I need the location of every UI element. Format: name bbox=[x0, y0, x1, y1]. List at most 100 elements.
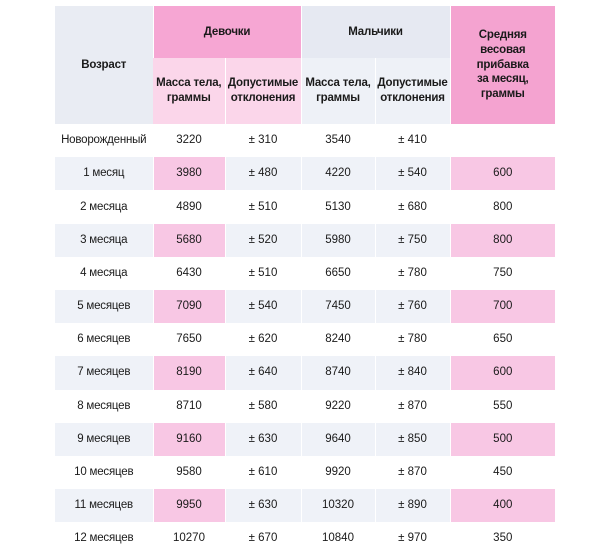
girls-mass-cell: 3980 bbox=[152, 157, 225, 191]
age-cell: 7 месяцев bbox=[55, 356, 153, 390]
girls-mass-header: Масса тела, граммы bbox=[153, 58, 225, 124]
girls-deviation-cell: ± 580 bbox=[224, 389, 301, 423]
girls-mass-cell: 4890 bbox=[152, 190, 225, 224]
header-line: Масса тела, bbox=[156, 77, 222, 90]
boys-mass-cell: 5980 bbox=[300, 223, 375, 257]
avg-gain-cell: 500 bbox=[449, 422, 556, 456]
girls-mass-cell: 8190 bbox=[152, 356, 225, 390]
infant-weight-table: Возраст Девочки Мальчики Средняя весовая… bbox=[55, 6, 556, 556]
table-row: 7 месяцев 8190 ± 640 8740 ± 840 600 bbox=[55, 356, 556, 390]
girls-mass-cell: 5680 bbox=[152, 223, 225, 257]
boys-deviation-cell: ± 780 bbox=[374, 256, 451, 290]
girls-deviation-header: Допустимые отклонения bbox=[224, 58, 301, 124]
boys-mass-cell: 4220 bbox=[300, 157, 375, 191]
avg-gain-cell: 350 bbox=[449, 522, 556, 556]
boys-mass-cell: 10840 bbox=[300, 522, 375, 556]
avg-gain-cell: 750 bbox=[449, 256, 556, 290]
girls-mass-cell: 7090 bbox=[152, 289, 225, 324]
table-row: 10 месяцев 9580 ± 610 9920 ± 870 450 bbox=[55, 455, 556, 490]
table-header-row: Возраст Девочки Мальчики Средняя весовая… bbox=[55, 6, 556, 124]
avg-gain-cell: 650 bbox=[449, 323, 556, 357]
age-cell: 2 месяца bbox=[80, 200, 128, 213]
boys-deviation-header: Допустимые отклонения bbox=[374, 58, 451, 124]
girls-mass-cell: 6430 bbox=[152, 256, 225, 290]
boys-deviation-cell: ± 780 bbox=[374, 323, 451, 357]
age-cell: 12 месяцев bbox=[74, 532, 134, 545]
avg-gain-header-line: граммы bbox=[480, 88, 525, 101]
girls-deviation-cell: ± 520 bbox=[224, 223, 301, 257]
boys-deviation-cell: ± 760 bbox=[374, 289, 451, 324]
avg-gain-header-line: Средняя весовая bbox=[478, 28, 527, 56]
boys-deviation-cell: ± 750 bbox=[374, 223, 451, 257]
header-line: отклонения bbox=[380, 92, 445, 104]
table-row: 8 месяцев 8710 ± 580 9220 ± 870 550 bbox=[55, 389, 556, 423]
age-cell: 6 месяцев bbox=[77, 333, 131, 346]
avg-gain-cell: 800 bbox=[449, 223, 556, 257]
age-cell: 9 месяцев bbox=[55, 422, 153, 456]
header-line: отклонения bbox=[230, 92, 296, 104]
table-row: 5 месяцев 7090 ± 540 7450 ± 760 700 bbox=[55, 289, 556, 324]
girls-mass-cell: 9160 bbox=[152, 422, 225, 456]
girls-deviation-cell: ± 670 bbox=[224, 522, 301, 556]
age-cell: 4 месяца bbox=[80, 266, 128, 279]
girls-mass-cell: 9950 bbox=[152, 489, 225, 523]
age-cell: 10 месяцев bbox=[74, 466, 134, 478]
boys-deviation-cell: ± 680 bbox=[374, 190, 451, 224]
girls-deviation-cell: ± 540 bbox=[224, 289, 301, 324]
girls-group-header: Девочки bbox=[152, 6, 301, 58]
boys-mass-cell: 3540 bbox=[300, 124, 375, 158]
header-line: граммы bbox=[166, 92, 211, 104]
age-cell: Новорожденный bbox=[61, 134, 147, 147]
boys-deviation-cell: ± 870 bbox=[374, 389, 451, 423]
boys-mass-cell: 8240 bbox=[300, 323, 375, 357]
table-body: Новорожденный 3220 ± 310 3540 ± 410 1 месяц 39… bbox=[55, 124, 556, 556]
age-cell: 5 месяцев bbox=[55, 289, 153, 324]
age-column-header: Возраст bbox=[55, 6, 153, 124]
boys-deviation-cell: ± 840 bbox=[374, 356, 451, 390]
table-row: 3 месяца 5680 ± 520 5980 ± 750 800 bbox=[55, 223, 556, 257]
table-row: 11 месяцев 9950 ± 630 10320 ± 890 400 bbox=[55, 489, 556, 523]
table-row: 12 месяцев 10270 ± 670 10840 ± 970 350 bbox=[55, 522, 556, 556]
age-cell: 11 месяцев bbox=[55, 489, 153, 523]
table-row: 1 месяц 3980 ± 480 4220 ± 540 600 bbox=[55, 157, 556, 191]
boys-mass-header: Масса тела, граммы bbox=[300, 58, 375, 124]
header-line: Допустимые bbox=[227, 77, 299, 90]
girls-deviation-cell: ± 480 bbox=[224, 157, 301, 191]
age-cell: 1 месяц bbox=[55, 157, 153, 191]
boys-mass-cell: 6650 bbox=[300, 256, 375, 290]
avg-gain-column-header: Средняя весовая прибавка за месяц, грамм… bbox=[449, 6, 556, 124]
boys-mass-cell: 5130 bbox=[300, 190, 375, 224]
table-row: 6 месяцев 7650 ± 620 8240 ± 780 650 bbox=[55, 323, 556, 357]
header-line: Допустимые bbox=[377, 77, 448, 90]
boys-deviation-cell: ± 850 bbox=[374, 422, 451, 456]
girls-deviation-cell: ± 610 bbox=[224, 455, 301, 490]
girls-deviation-cell: ± 630 bbox=[224, 489, 301, 523]
boys-mass-cell: 7450 bbox=[300, 289, 375, 324]
avg-gain-cell: 700 bbox=[449, 289, 556, 324]
girls-mass-cell: 7650 bbox=[152, 323, 225, 357]
table-row: 9 месяцев 9160 ± 630 9640 ± 850 500 bbox=[55, 422, 556, 456]
avg-gain-cell: 600 bbox=[449, 356, 556, 390]
boys-mass-cell: 9220 bbox=[300, 389, 375, 423]
table-row: 4 месяца 6430 ± 510 6650 ± 780 750 bbox=[55, 256, 556, 290]
boys-deviation-cell: ± 870 bbox=[374, 455, 451, 490]
table-row: 2 месяца 4890 ± 510 5130 ± 680 800 bbox=[55, 190, 556, 224]
girls-mass-cell: 10270 bbox=[152, 522, 225, 556]
boys-mass-cell: 8740 bbox=[300, 356, 375, 390]
boys-deviation-cell: ± 970 bbox=[374, 522, 451, 556]
girls-deviation-cell: ± 630 bbox=[224, 422, 301, 456]
boys-mass-cell: 9640 bbox=[300, 422, 375, 456]
boys-deviation-cell: ± 540 bbox=[374, 157, 451, 191]
header-line: Масса тела, bbox=[305, 77, 371, 90]
girls-deviation-cell: ± 620 bbox=[224, 323, 301, 357]
age-cell: 3 месяца bbox=[55, 223, 153, 257]
boys-mass-cell: 9920 bbox=[300, 455, 375, 490]
avg-gain-header-line: прибавка bbox=[476, 58, 529, 71]
girls-mass-cell: 3220 bbox=[152, 124, 225, 158]
girls-deviation-cell: ± 510 bbox=[224, 256, 301, 290]
table-row: Новорожденный 3220 ± 310 3540 ± 410 bbox=[55, 124, 556, 158]
header-line: граммы bbox=[316, 92, 360, 104]
boys-deviation-cell: ± 890 bbox=[374, 489, 451, 523]
boys-mass-cell: 10320 bbox=[300, 489, 375, 523]
